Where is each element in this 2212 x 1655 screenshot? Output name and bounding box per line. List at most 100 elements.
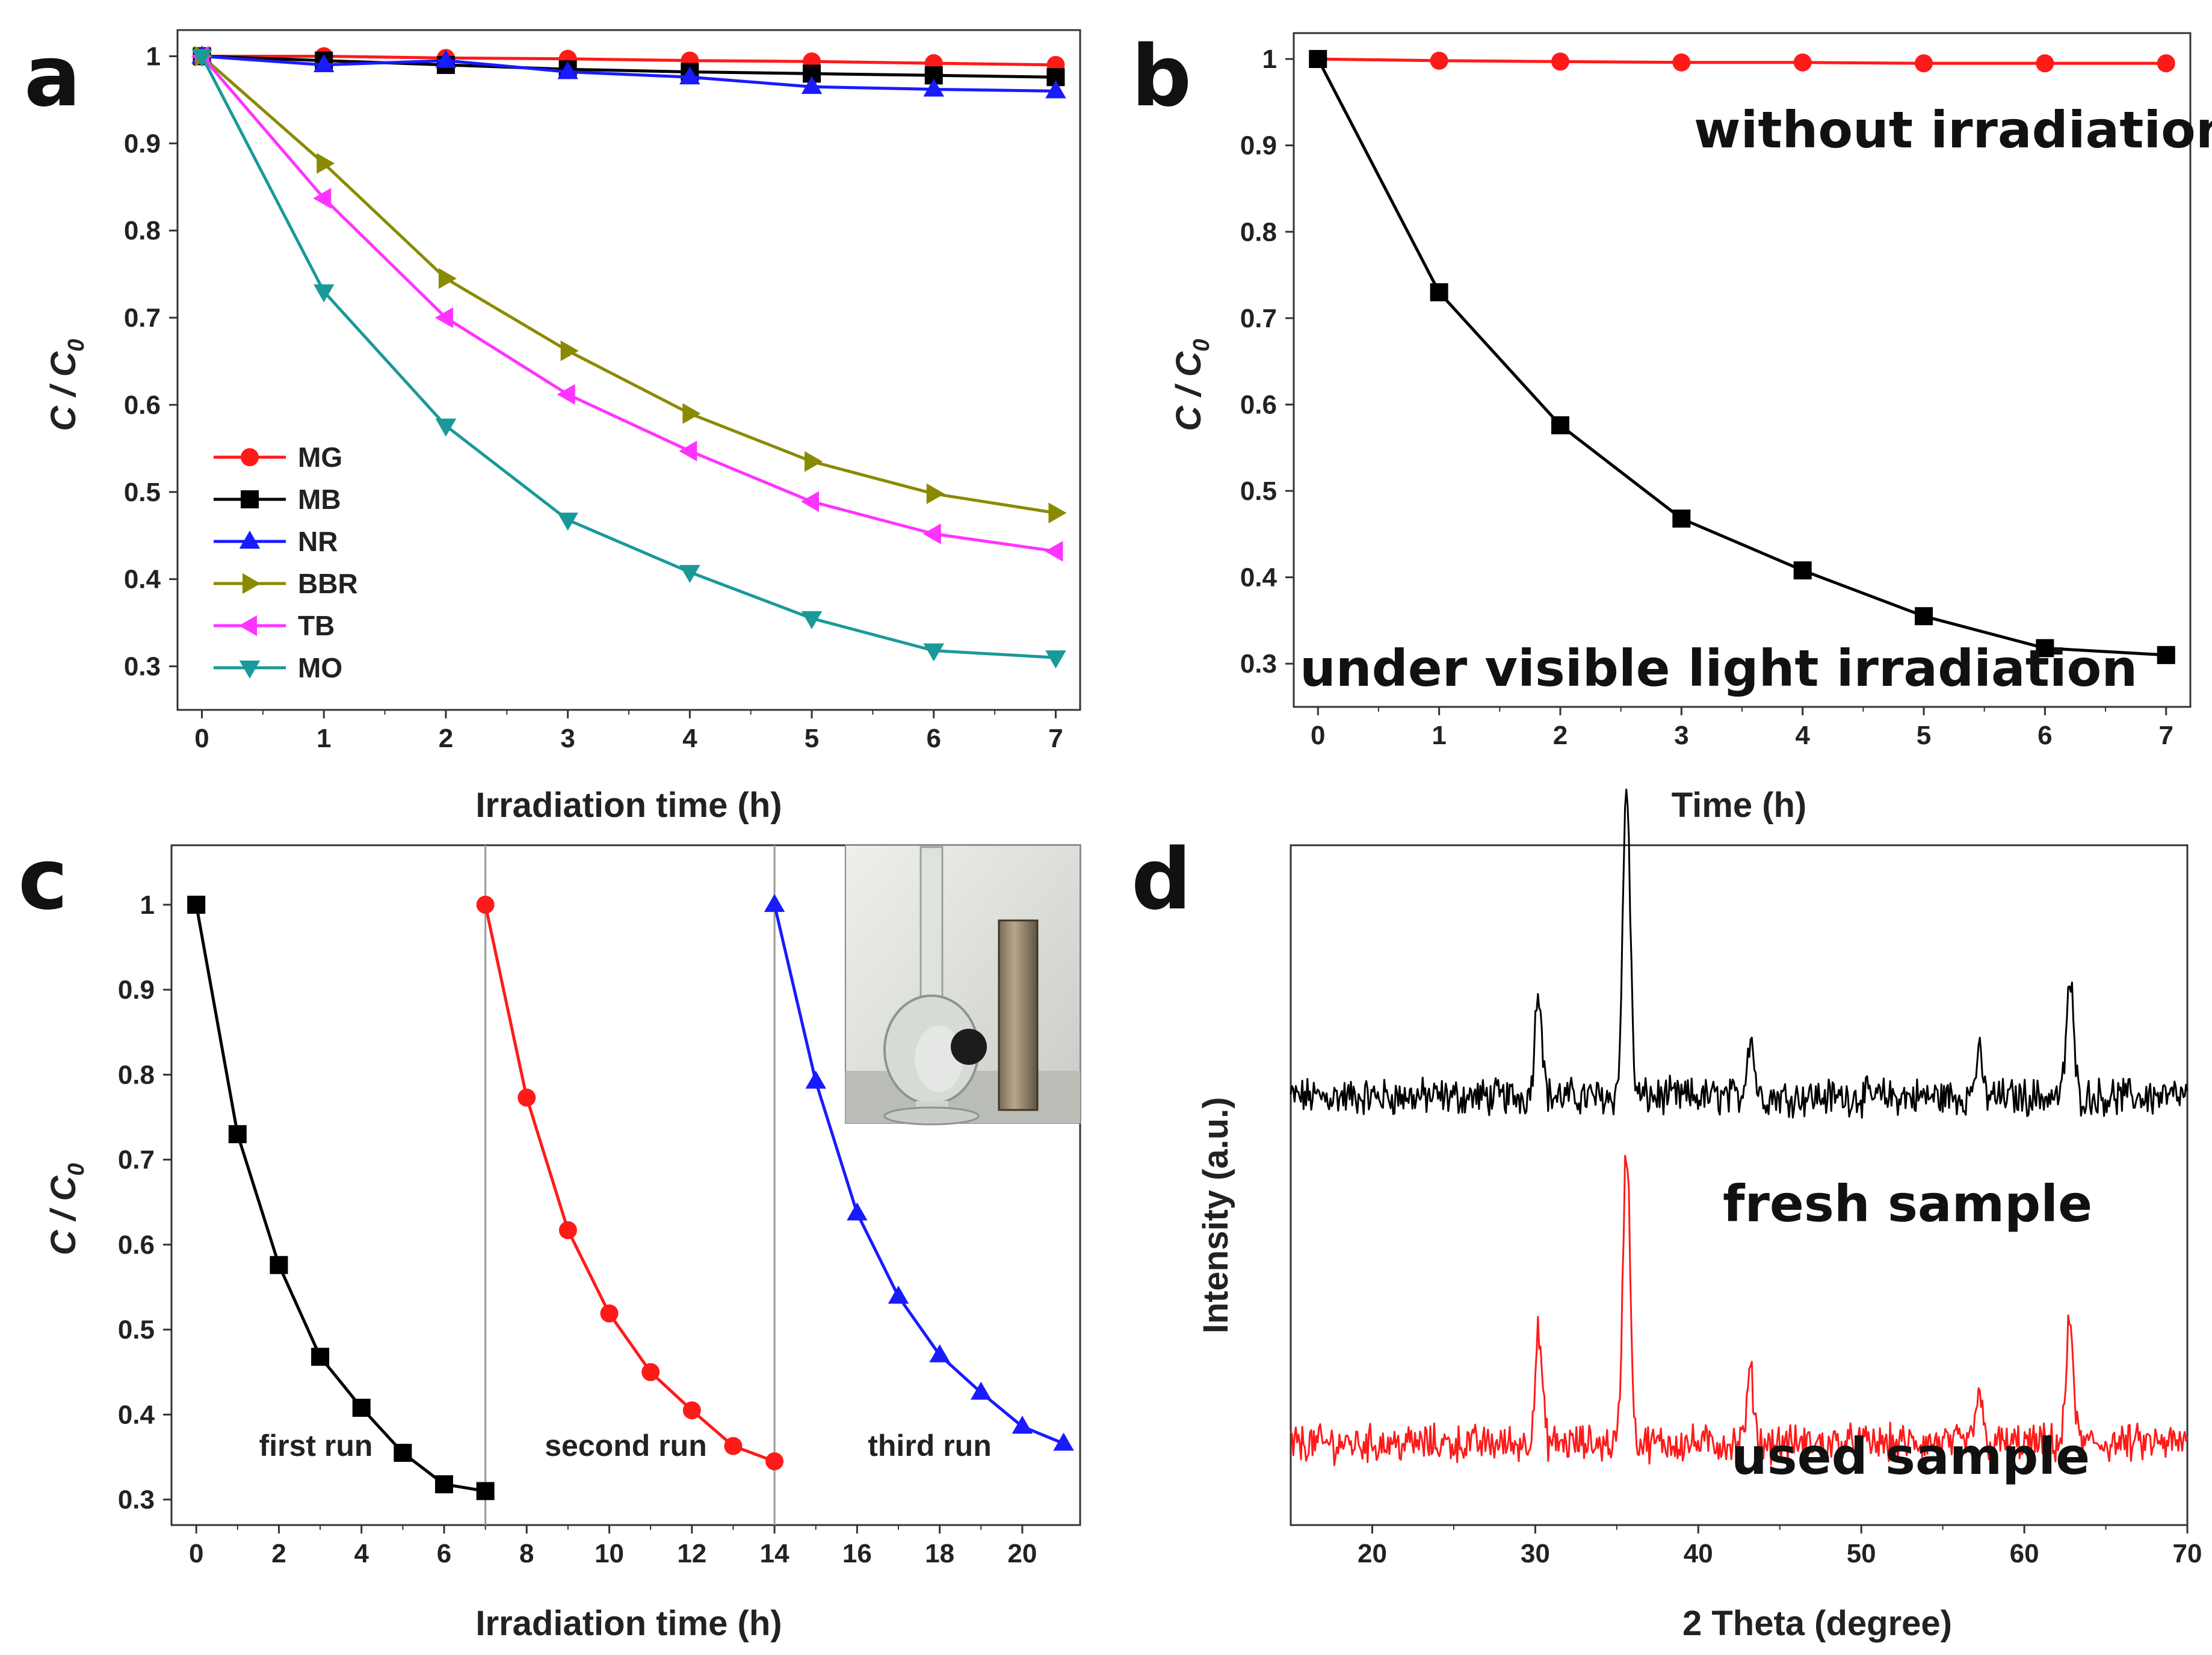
panel-letter-b: b [1131,28,1191,126]
data-point-b-0 [1672,53,1691,72]
data-point-a-nr [313,54,335,72]
data-point-a-tb [679,440,697,461]
legend-label-mb: MB [298,484,341,515]
data-point-c-1 [517,1088,536,1107]
legend-marker-nr [239,531,261,549]
series-line-c-0 [194,904,486,1493]
x-tick-label-b: 3 [1674,721,1688,750]
data-point-b-1 [1430,283,1448,301]
legend-label-bbr: BBR [298,568,358,599]
x-tick-label-b: 2 [1553,721,1568,750]
data-point-a-mo [557,513,578,531]
y-tick-label-a: 0.8 [124,216,161,245]
data-point-c-1 [476,895,495,914]
x-tick-label-d: 70 [2173,1539,2202,1568]
y-tick-label-c: 0.4 [118,1400,155,1429]
data-point-b-1 [2157,646,2175,664]
svg-text:C / C0: C / C0 [1169,339,1214,431]
data-point-b-0 [1793,53,1812,72]
xrd-pattern-used [1290,1154,2189,1466]
data-point-b-1 [1551,416,1569,434]
y-tick-label-a: 0.7 [124,303,161,333]
y-axis-label-a: C / C0 [44,339,89,431]
data-point-a-bbr [1048,502,1067,523]
x-tick-label-a: 5 [805,724,819,753]
legend-marker-mg [241,448,259,466]
x-tick-label-b: 4 [1795,721,1810,750]
legend-label-mo: MO [298,652,342,683]
series-line-a-mg [202,55,1056,67]
data-point-a-tb [801,491,820,513]
legend-marker-tb [239,615,257,636]
x-tick-label-a: 7 [1048,724,1063,753]
svg-text:C / C0: C / C0 [44,1163,89,1255]
data-point-a-nr [801,76,823,94]
data-point-c-2 [805,1070,826,1089]
data-point-a-mo [801,611,823,629]
legend-label-nr: NR [298,526,338,557]
data-point-c-1 [765,1452,784,1471]
x-tick-label-c: 12 [677,1539,706,1568]
data-point-b-0 [2036,54,2054,73]
data-point-a-bbr [560,340,579,362]
panel-letter-a: a [24,28,81,126]
series-line-a-mb [202,55,1056,79]
label-fresh-sample: fresh sample [1723,1174,2092,1233]
run-label-third: third run [868,1429,992,1462]
data-point-c-1 [641,1363,660,1381]
series-line-b-1 [1317,58,2166,657]
x-tick-label-c: 20 [1007,1539,1037,1568]
y-tick-label-b: 0.3 [1240,649,1277,679]
data-point-b-0 [1430,51,1448,70]
y-tick-label-b: 0.4 [1240,563,1277,593]
x-tick-label-d: 30 [1521,1539,1550,1568]
x-tick-label-c: 16 [842,1539,872,1568]
panel-letter-c: c [18,831,68,929]
data-point-c-2 [888,1286,909,1304]
data-point-c-2 [971,1381,992,1400]
data-point-c-2 [929,1344,950,1363]
x-tick-label-b: 6 [2037,721,2052,750]
y-tick-label-b: 0.7 [1240,304,1277,333]
data-point-c-0 [228,1125,247,1144]
data-point-a-tb [557,384,575,405]
panel-b-chart: 0 1 2 3 4 5 6 7 0.3 0.4 0.5 0.6 0.7 0.8 0.9 1 [1240,32,2192,750]
data-point-c-1 [558,1221,577,1239]
data-point-b-1 [1672,509,1691,528]
data-point-a-nr [923,78,945,97]
data-point-a-mo [679,565,700,584]
x-tick-label-c: 2 [271,1539,286,1568]
y-tick-label-b: 0.6 [1240,390,1277,419]
data-point-c-0 [352,1399,371,1417]
xrd-pattern-fresh [1290,788,2189,1119]
data-point-a-bbr [438,268,457,289]
y-tick-label-c: 0.7 [118,1145,155,1175]
x-tick-label-b: 7 [2158,721,2173,750]
series-line-a-mo [200,55,1056,659]
series-line-c-1 [484,904,775,1463]
panel-a-chart: 0 1 2 3 4 5 6 7 0.3 0.4 0.5 0.6 0.7 0.8 0.9 1 MG MB NR BBR T… [124,29,1081,753]
data-point-c-0 [311,1348,330,1366]
x-tick-label-c: 14 [760,1539,789,1568]
data-point-b-0 [1915,54,1933,73]
data-point-c-0 [476,1482,495,1500]
x-tick-label-c: 0 [189,1539,203,1568]
data-point-b-1 [1309,50,1327,69]
panel-c-chart: 0 2 4 6 8 10 12 14 16 18 20 0.3 0.4 0.5 0.6 0.7 0.8 0.9 1 [118,844,1081,1568]
x-tick-label-a: 6 [927,724,941,753]
data-point-b-1 [1793,561,1812,580]
x-tick-label-b: 0 [1311,721,1325,750]
x-tick-label-a: 3 [560,724,575,753]
y-tick-label-a: 0.3 [124,652,161,682]
y-tick-label-a: 0.5 [124,478,161,507]
plot-frame-a [176,29,1081,711]
x-axis-label-a: Irradiation time (h) [475,786,782,825]
data-point-a-tb [922,523,941,544]
y-axis-label-d: Intensity (a.u.) [1196,1097,1235,1333]
x-tick-label-d: 20 [1358,1539,1387,1568]
data-point-c-1 [724,1437,743,1455]
data-point-a-mo [1045,650,1066,669]
series-line-a-nr [202,55,1056,93]
x-tick-label-c: 4 [354,1539,369,1568]
legend-marker-mo [239,661,261,679]
